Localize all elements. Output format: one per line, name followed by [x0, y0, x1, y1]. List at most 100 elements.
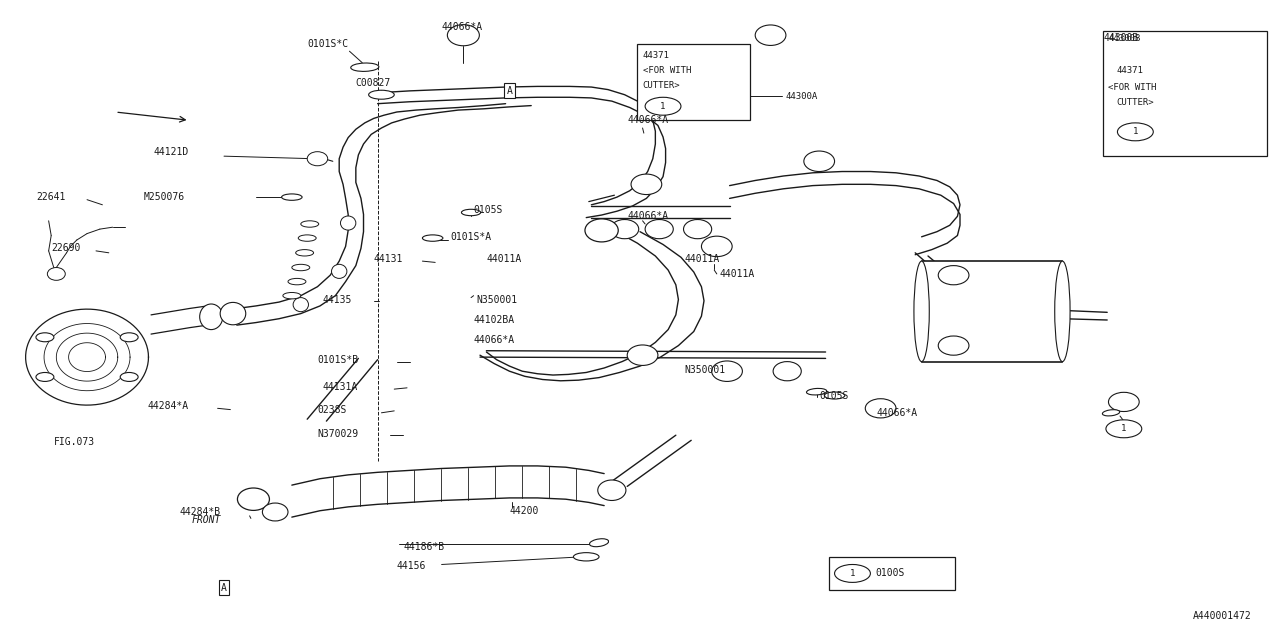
Text: 44066*A: 44066*A — [442, 22, 483, 32]
Ellipse shape — [298, 235, 316, 241]
Text: FIG.073: FIG.073 — [54, 436, 95, 447]
Text: 44300A: 44300A — [786, 92, 818, 100]
Ellipse shape — [712, 361, 742, 381]
Text: 44156: 44156 — [397, 561, 426, 572]
Bar — [637, 44, 750, 120]
Ellipse shape — [288, 278, 306, 285]
Ellipse shape — [283, 292, 301, 299]
Circle shape — [835, 564, 870, 582]
Text: 44371: 44371 — [1116, 66, 1143, 75]
Ellipse shape — [200, 304, 223, 330]
Text: 0101S*C: 0101S*C — [307, 38, 348, 49]
Ellipse shape — [296, 250, 314, 256]
Text: N350001: N350001 — [476, 294, 517, 305]
Ellipse shape — [938, 266, 969, 285]
Ellipse shape — [627, 345, 658, 365]
Text: 44284*B: 44284*B — [179, 507, 220, 517]
Text: N370029: N370029 — [317, 429, 358, 439]
Text: 44284*A: 44284*A — [147, 401, 188, 412]
Ellipse shape — [611, 220, 639, 239]
Bar — [829, 557, 955, 590]
Text: N350001: N350001 — [685, 365, 726, 375]
Text: 44300B: 44300B — [1108, 34, 1140, 43]
Ellipse shape — [293, 298, 308, 312]
Text: 44186*B: 44186*B — [403, 542, 444, 552]
Text: 44121D: 44121D — [154, 147, 189, 157]
Text: 44135: 44135 — [323, 294, 352, 305]
Text: 44011A: 44011A — [719, 269, 755, 279]
Ellipse shape — [865, 399, 896, 418]
Ellipse shape — [585, 219, 618, 242]
Text: A: A — [221, 582, 227, 593]
Text: 44011A: 44011A — [486, 254, 522, 264]
Text: 1: 1 — [1121, 424, 1126, 433]
Ellipse shape — [332, 264, 347, 278]
Ellipse shape — [701, 236, 732, 257]
Text: 1: 1 — [850, 569, 855, 578]
Text: 44066*A: 44066*A — [877, 408, 918, 418]
Text: CUTTER>: CUTTER> — [643, 81, 680, 90]
Circle shape — [36, 333, 54, 342]
Text: 44131: 44131 — [374, 254, 403, 264]
Text: 44300B: 44300B — [1103, 33, 1139, 44]
Text: FRONT: FRONT — [192, 515, 221, 525]
Text: CUTTER>: CUTTER> — [1116, 98, 1153, 107]
Text: 22641: 22641 — [36, 192, 65, 202]
Bar — [1103, 31, 1267, 156]
Ellipse shape — [938, 336, 969, 355]
Circle shape — [1117, 123, 1153, 141]
Ellipse shape — [645, 220, 673, 239]
Ellipse shape — [422, 235, 443, 241]
Text: 0105S: 0105S — [474, 205, 503, 215]
Text: <FOR WITH: <FOR WITH — [1108, 83, 1157, 92]
Ellipse shape — [351, 63, 379, 72]
Text: 0105S: 0105S — [819, 390, 849, 401]
Text: 44066*A: 44066*A — [627, 211, 668, 221]
Ellipse shape — [804, 151, 835, 172]
Bar — [922, 261, 1062, 362]
Text: 1: 1 — [660, 102, 666, 111]
Ellipse shape — [220, 303, 246, 325]
Ellipse shape — [590, 539, 608, 547]
Ellipse shape — [755, 25, 786, 45]
Text: M250076: M250076 — [143, 192, 184, 202]
Text: C00827: C00827 — [356, 78, 392, 88]
Circle shape — [120, 372, 138, 381]
Text: 0101S*B: 0101S*B — [317, 355, 358, 365]
Ellipse shape — [292, 264, 310, 271]
Ellipse shape — [824, 392, 845, 399]
Ellipse shape — [369, 90, 394, 99]
Ellipse shape — [806, 388, 827, 395]
Circle shape — [120, 333, 138, 342]
Ellipse shape — [301, 221, 319, 227]
Text: 44131A: 44131A — [323, 382, 358, 392]
Circle shape — [645, 97, 681, 115]
Ellipse shape — [773, 362, 801, 381]
Ellipse shape — [631, 174, 662, 195]
Text: 22690: 22690 — [51, 243, 81, 253]
Ellipse shape — [282, 194, 302, 200]
Ellipse shape — [1108, 392, 1139, 412]
Text: 0101S*A: 0101S*A — [451, 232, 492, 242]
Text: 44066*A: 44066*A — [474, 335, 515, 346]
Text: 0100S: 0100S — [876, 568, 905, 579]
Ellipse shape — [307, 152, 328, 166]
Ellipse shape — [1102, 410, 1120, 416]
Ellipse shape — [573, 553, 599, 561]
Ellipse shape — [461, 209, 481, 216]
Circle shape — [36, 372, 54, 381]
Ellipse shape — [448, 25, 480, 46]
Ellipse shape — [262, 503, 288, 521]
Circle shape — [1106, 420, 1142, 438]
Ellipse shape — [47, 268, 65, 280]
Ellipse shape — [340, 216, 356, 230]
Ellipse shape — [238, 488, 270, 511]
Ellipse shape — [914, 261, 929, 362]
Text: 44371: 44371 — [643, 51, 669, 60]
Text: 44066*A: 44066*A — [627, 115, 668, 125]
Text: A: A — [507, 86, 512, 96]
Text: 44011A: 44011A — [685, 254, 721, 264]
Ellipse shape — [598, 480, 626, 500]
Text: 44200: 44200 — [509, 506, 539, 516]
Text: <FOR WITH: <FOR WITH — [643, 66, 691, 75]
